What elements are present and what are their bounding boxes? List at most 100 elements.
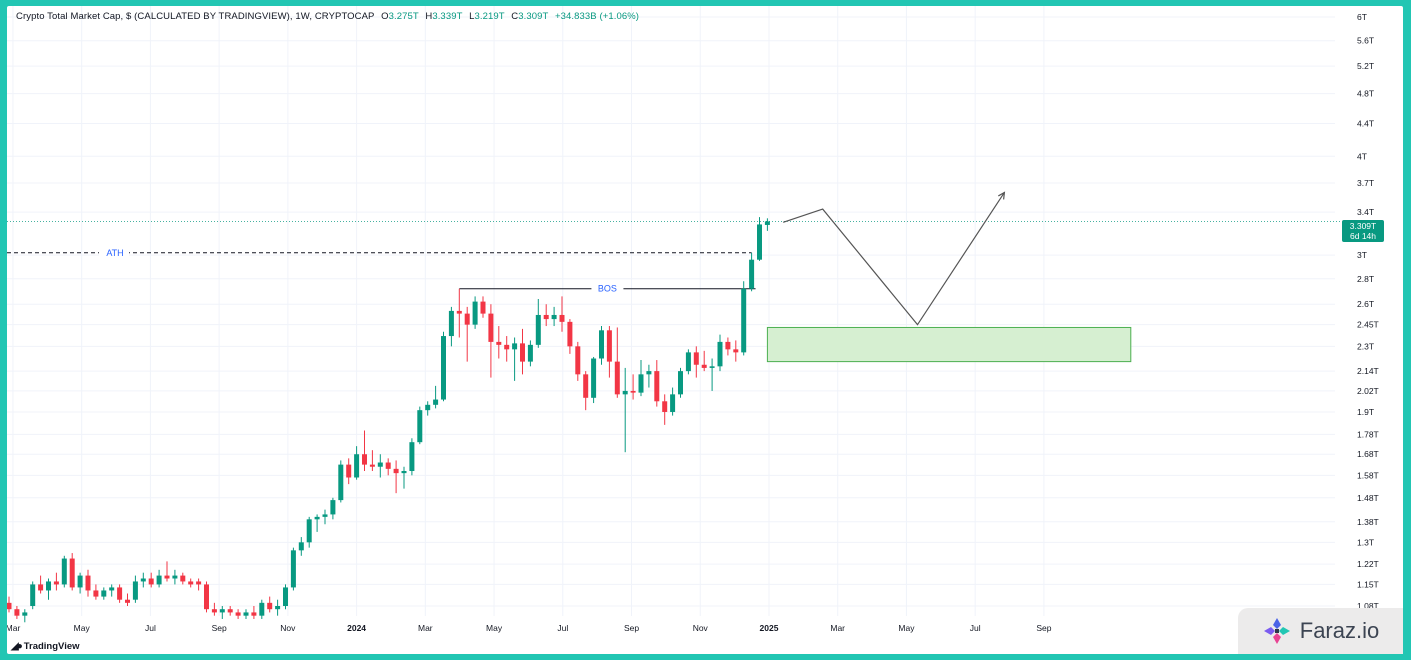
candle-body[interactable]: [504, 344, 510, 350]
candle-body[interactable]: [140, 578, 146, 582]
candle-body[interactable]: [298, 542, 304, 551]
candle-body[interactable]: [543, 314, 549, 320]
candle-body[interactable]: [290, 550, 296, 588]
candle-body[interactable]: [480, 301, 486, 314]
candle-body[interactable]: [322, 514, 328, 517]
candle-body[interactable]: [338, 464, 344, 501]
price-chart[interactable]: 6T 5.6T 5.2T 4.8T 4.4T 4T 3.7T 3.4T 3T 2.8T 2.6T 2.…: [7, 6, 1403, 654]
candle-body[interactable]: [117, 587, 123, 600]
candle-body[interactable]: [693, 352, 699, 365]
candle-body[interactable]: [512, 343, 518, 350]
candle-body[interactable]: [38, 584, 44, 591]
candle-body[interactable]: [409, 442, 415, 471]
candle-body[interactable]: [701, 364, 707, 368]
candle-body[interactable]: [283, 587, 288, 606]
candle-body[interactable]: [172, 575, 178, 579]
candle-body[interactable]: [575, 346, 581, 375]
candle-body[interactable]: [148, 578, 154, 585]
candle-body[interactable]: [14, 609, 20, 616]
candle-body[interactable]: [362, 454, 367, 465]
projection-path[interactable]: [783, 192, 1005, 326]
candle-body[interactable]: [433, 399, 439, 405]
candle-body[interactable]: [369, 464, 375, 467]
candle-body[interactable]: [678, 371, 683, 395]
candle-body[interactable]: [330, 500, 336, 515]
candle-body[interactable]: [749, 259, 755, 289]
candle-body[interactable]: [456, 310, 462, 314]
candle-body[interactable]: [46, 581, 51, 591]
chart-area[interactable]: 6T 5.6T 5.2T 4.8T 4.4T 4T 3.7T 3.4T 3T 2.8T 2.6T 2.…: [7, 6, 1403, 654]
candle-body[interactable]: [717, 341, 723, 367]
candle-body[interactable]: [132, 581, 138, 600]
candle-body[interactable]: [662, 401, 668, 412]
candle-body[interactable]: [527, 344, 533, 362]
candle-body[interactable]: [520, 343, 525, 362]
candle-body[interactable]: [401, 470, 407, 474]
candle-body[interactable]: [354, 454, 360, 478]
candle-body[interactable]: [441, 336, 446, 400]
candle-body[interactable]: [306, 519, 312, 543]
candle-body[interactable]: [125, 599, 130, 603]
candle-body[interactable]: [219, 609, 225, 613]
candle-body[interactable]: [61, 558, 67, 585]
tradingview-logo[interactable]: ◢● TradingView: [11, 641, 80, 652]
candle-body[interactable]: [109, 587, 115, 591]
candle-body[interactable]: [496, 341, 502, 345]
candle-body[interactable]: [654, 371, 660, 402]
candle-body[interactable]: [251, 612, 257, 616]
candle-body[interactable]: [448, 310, 454, 337]
candle-body[interactable]: [377, 462, 383, 467]
candle-body[interactable]: [393, 468, 399, 474]
candle-body[interactable]: [259, 602, 265, 616]
candle-body[interactable]: [69, 558, 75, 588]
candle-body[interactable]: [235, 612, 241, 616]
candle-body[interactable]: [725, 341, 731, 350]
candle-body[interactable]: [101, 590, 107, 597]
candle-body[interactable]: [709, 366, 715, 368]
candle-body[interactable]: [85, 575, 91, 591]
candle-body[interactable]: [551, 314, 557, 320]
candle-body[interactable]: [488, 313, 494, 342]
candle-body[interactable]: [211, 609, 217, 613]
candle-body[interactable]: [267, 602, 273, 610]
candle-body[interactable]: [275, 606, 281, 610]
candle-body[interactable]: [646, 371, 652, 375]
candle-body[interactable]: [472, 301, 478, 325]
candle-body[interactable]: [606, 330, 612, 362]
candle-body[interactable]: [314, 516, 320, 520]
candle-body[interactable]: [425, 404, 431, 411]
candle-body[interactable]: [22, 612, 28, 616]
candle-body[interactable]: [583, 374, 589, 398]
candle-body[interactable]: [638, 374, 644, 393]
candle-body[interactable]: [77, 575, 83, 588]
candle-body[interactable]: [93, 590, 99, 597]
candle-body[interactable]: [346, 464, 352, 478]
candle-body[interactable]: [741, 288, 747, 353]
candle-body[interactable]: [164, 575, 170, 579]
candle-body[interactable]: [670, 394, 676, 412]
candle-body[interactable]: [559, 314, 565, 322]
candle-body[interactable]: [591, 358, 597, 398]
candle-body[interactable]: [733, 349, 739, 353]
candle-body[interactable]: [243, 612, 249, 616]
candle-body[interactable]: [567, 321, 573, 347]
candle-body[interactable]: [196, 581, 202, 585]
candle-body[interactable]: [630, 390, 636, 393]
demand-zone-box[interactable]: [766, 326, 1132, 363]
candle-body[interactable]: [188, 581, 194, 585]
candle-body[interactable]: [622, 390, 628, 395]
candle-body[interactable]: [227, 609, 233, 613]
candle-body[interactable]: [535, 314, 541, 345]
candle-body[interactable]: [156, 575, 162, 585]
candle-body[interactable]: [7, 602, 12, 610]
candle-body[interactable]: [757, 224, 762, 260]
candle-body[interactable]: [385, 462, 391, 469]
candle-body[interactable]: [685, 352, 691, 372]
candle-body[interactable]: [764, 221, 770, 225]
candle-body[interactable]: [417, 410, 423, 443]
candle-body[interactable]: [180, 575, 186, 582]
candle-body[interactable]: [614, 361, 620, 395]
candle-body[interactable]: [599, 330, 604, 359]
candle-body[interactable]: [30, 584, 36, 606]
candle-body[interactable]: [464, 313, 470, 325]
